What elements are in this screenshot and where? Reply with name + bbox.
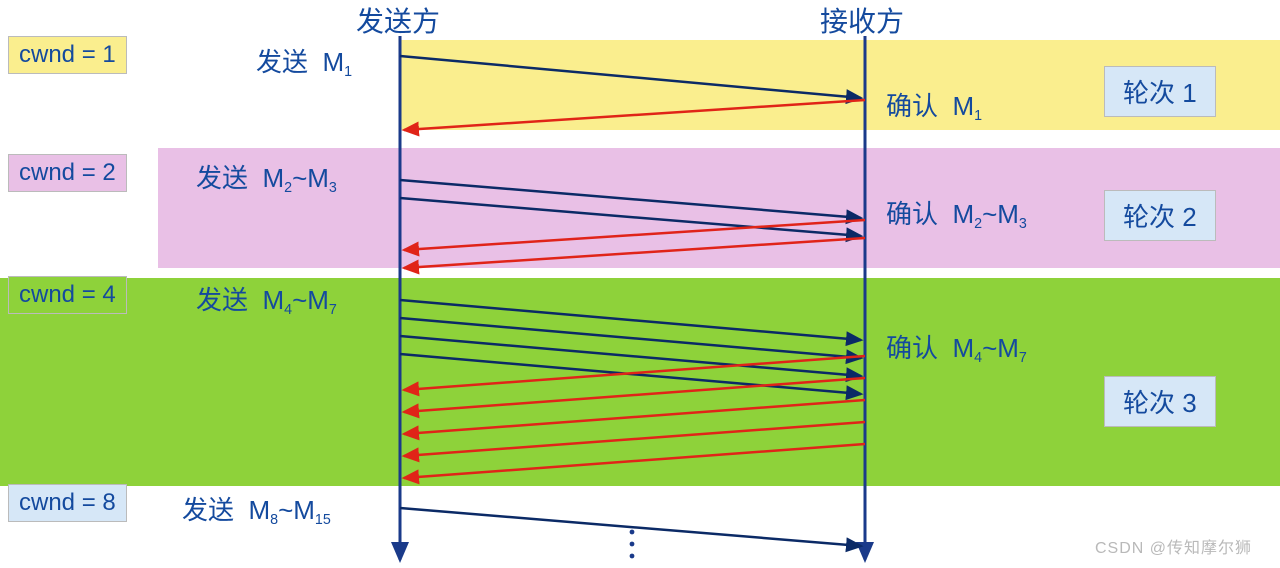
send-label-4: 发送 M8~M15 bbox=[182, 490, 331, 528]
cwnd-label-4: cwnd = 8 bbox=[8, 484, 127, 522]
ack-label-1: 确认 M1 bbox=[886, 86, 982, 124]
watermark: CSDN @传知摩尔狮 bbox=[1095, 534, 1252, 558]
send-label-3: 发送 M4~M7 bbox=[196, 280, 337, 318]
ack-label-2: 确认 M2~M3 bbox=[886, 194, 1027, 232]
header-sender: 发送方 bbox=[356, 0, 440, 40]
arrows-layer bbox=[0, 0, 1280, 568]
diagram-root: 发送方 接收方 cwnd = 1 cwnd = 2 cwnd = 4 cwnd = 8 轮次… bbox=[0, 0, 1280, 568]
round-label-2: 轮次 2 bbox=[1104, 190, 1216, 241]
header-receiver: 接收方 bbox=[820, 0, 904, 40]
send-label-1: 发送 M1 bbox=[256, 42, 352, 80]
cwnd-label-1: cwnd = 1 bbox=[8, 36, 127, 74]
round-label-1: 轮次 1 bbox=[1104, 66, 1216, 117]
cwnd-label-2: cwnd = 2 bbox=[8, 154, 127, 192]
cwnd-label-3: cwnd = 4 bbox=[8, 276, 127, 314]
ack-label-3: 确认 M4~M7 bbox=[886, 328, 1027, 366]
send-label-2: 发送 M2~M3 bbox=[196, 158, 337, 196]
round-label-3: 轮次 3 bbox=[1104, 376, 1216, 427]
